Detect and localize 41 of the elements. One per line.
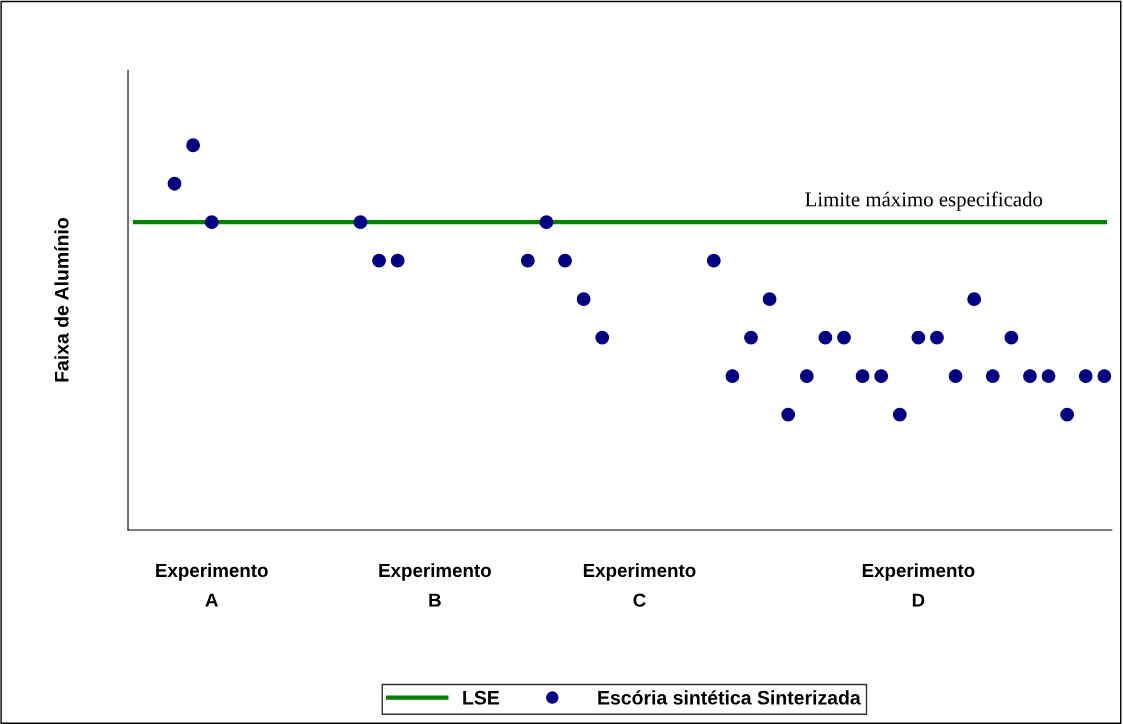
point <box>539 215 554 230</box>
point <box>1097 369 1112 383</box>
point <box>874 369 889 383</box>
point <box>595 330 610 345</box>
point <box>390 253 405 268</box>
point <box>855 369 870 383</box>
x-tick-label: Experimento C <box>583 563 696 607</box>
point <box>799 369 814 383</box>
annotation: Limite máximo especificado <box>805 191 1043 211</box>
point <box>1041 369 1056 383</box>
point <box>1078 369 1093 383</box>
point <box>911 330 926 345</box>
y-axis-title: Faixa de Alumínio <box>54 218 69 382</box>
x-tick-label: Experimento B <box>379 563 491 607</box>
point <box>520 253 535 268</box>
point <box>167 176 182 191</box>
point <box>948 369 963 383</box>
point <box>930 330 944 345</box>
legend-label: LSE <box>463 690 500 705</box>
point <box>204 215 219 230</box>
point <box>576 292 591 307</box>
point <box>762 292 777 307</box>
point <box>1060 407 1075 422</box>
point <box>725 369 740 383</box>
point <box>967 292 982 307</box>
point <box>186 138 201 153</box>
point <box>837 330 851 345</box>
point <box>892 407 907 422</box>
x-tick-label: Experimento D <box>862 563 975 607</box>
point <box>744 330 758 345</box>
point <box>781 407 796 422</box>
point <box>1004 330 1019 345</box>
legend-label: Escória sintética Sinterizada <box>598 690 861 705</box>
point <box>353 215 368 230</box>
x-tick-label: Experimento A <box>156 563 268 607</box>
point <box>1023 369 1037 383</box>
point <box>558 253 572 268</box>
point <box>985 369 1000 383</box>
point <box>818 330 833 345</box>
point <box>706 253 721 268</box>
point <box>372 253 386 268</box>
